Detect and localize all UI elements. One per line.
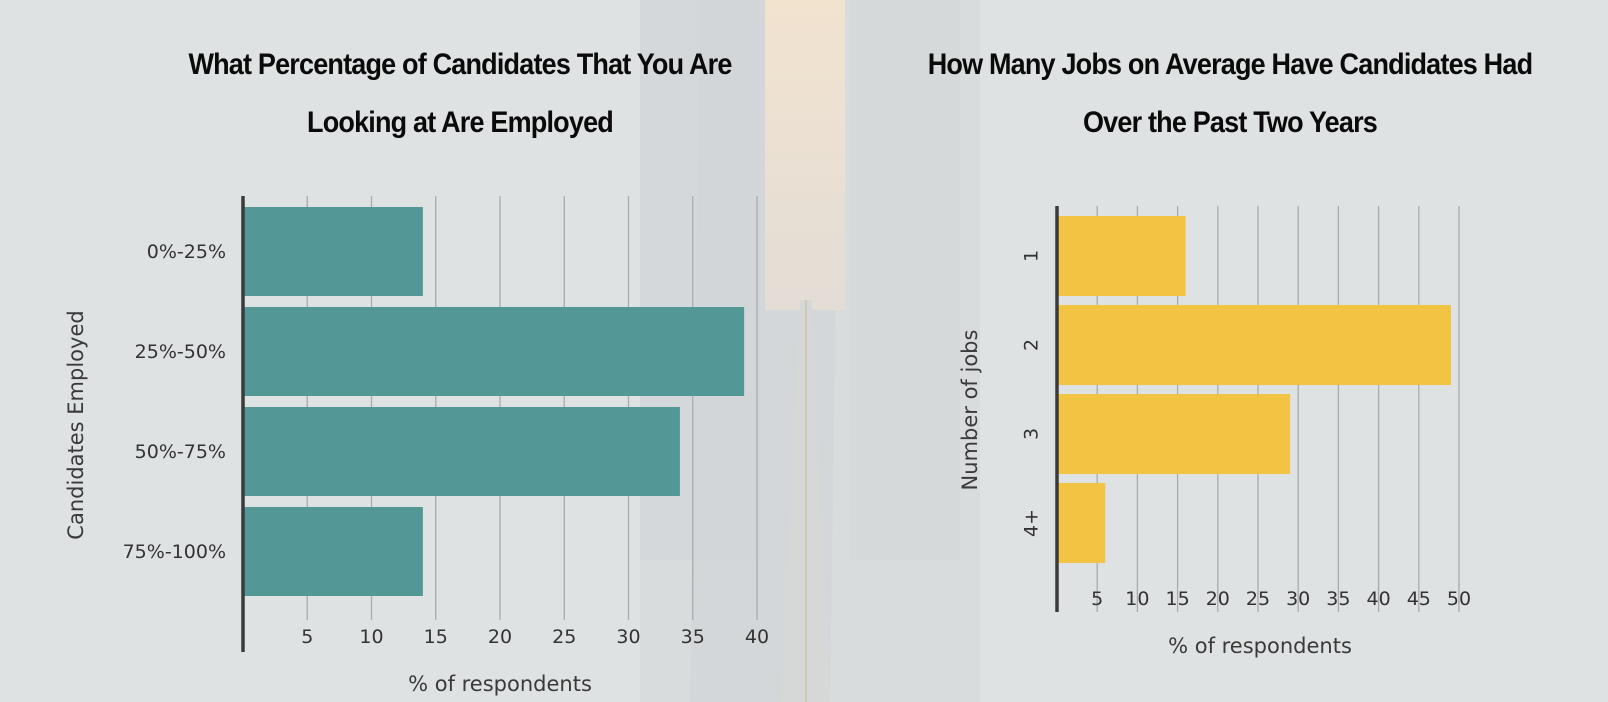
- right-title-line-2: Over the Past Two Years: [1082, 106, 1378, 139]
- right-x-tick-label: 10: [1125, 588, 1149, 610]
- right-y-axis-title: Number of jobs: [958, 330, 982, 491]
- right-x-tick-label: 45: [1407, 588, 1431, 610]
- right-category-label: 1: [1021, 250, 1043, 262]
- right-x-tick-label: 30: [1286, 588, 1310, 610]
- right-x-tick-label: 5: [1091, 588, 1103, 610]
- left-x-tick-label: 30: [616, 626, 640, 648]
- right-x-axis-title: % of respondents: [1168, 634, 1352, 658]
- right-x-tick-label: 25: [1246, 588, 1270, 610]
- right-category-label: 2: [1021, 339, 1043, 351]
- left-x-tick-label: 35: [681, 626, 705, 648]
- right-category-label: 3: [1021, 428, 1043, 440]
- left-x-tick-label: 25: [552, 626, 576, 648]
- left-x-tick-label: 20: [488, 626, 512, 648]
- right-x-tick-label: 50: [1447, 588, 1471, 610]
- right-x-tick-label: 20: [1206, 588, 1230, 610]
- left-title-line-1: What Percentage of Candidates That You A…: [188, 48, 732, 81]
- right-category-label: 4+: [1021, 509, 1043, 537]
- right-bar-2: [1057, 305, 1451, 385]
- right-x-tick-label: 35: [1326, 588, 1350, 610]
- left-y-axis-title: Candidates Employed: [64, 310, 88, 539]
- left-x-tick-label: 5: [301, 626, 313, 648]
- left-x-tick-label: 40: [745, 626, 769, 648]
- right-x-tick-label: 40: [1367, 588, 1391, 610]
- left-category-label: 25%-50%: [135, 341, 226, 363]
- right-x-tick-label: 15: [1166, 588, 1190, 610]
- right-title-line-1: How Many Jobs on Average Have Candidates…: [927, 48, 1533, 81]
- left-category-label: 0%-25%: [147, 241, 226, 263]
- left-bar-1: [243, 207, 423, 296]
- left-category-label: 75%-100%: [123, 541, 226, 563]
- left-chart-title: What Percentage of Candidates That You A…: [154, 36, 766, 152]
- right-chart-title: How Many Jobs on Average Have Candidates…: [906, 36, 1554, 152]
- right-bar-3: [1057, 394, 1291, 474]
- left-bar-3: [243, 407, 680, 496]
- left-title-line-2: Looking at Are Employed: [307, 106, 614, 139]
- left-x-tick-label: 10: [359, 626, 383, 648]
- left-category-label: 50%-75%: [135, 441, 226, 463]
- right-bar-1: [1057, 216, 1186, 296]
- left-x-tick-label: 15: [424, 626, 448, 648]
- left-x-axis-title: % of respondents: [408, 672, 592, 696]
- right-bar-4: [1057, 483, 1106, 563]
- left-bar-2: [243, 307, 745, 396]
- left-bar-4: [243, 507, 423, 596]
